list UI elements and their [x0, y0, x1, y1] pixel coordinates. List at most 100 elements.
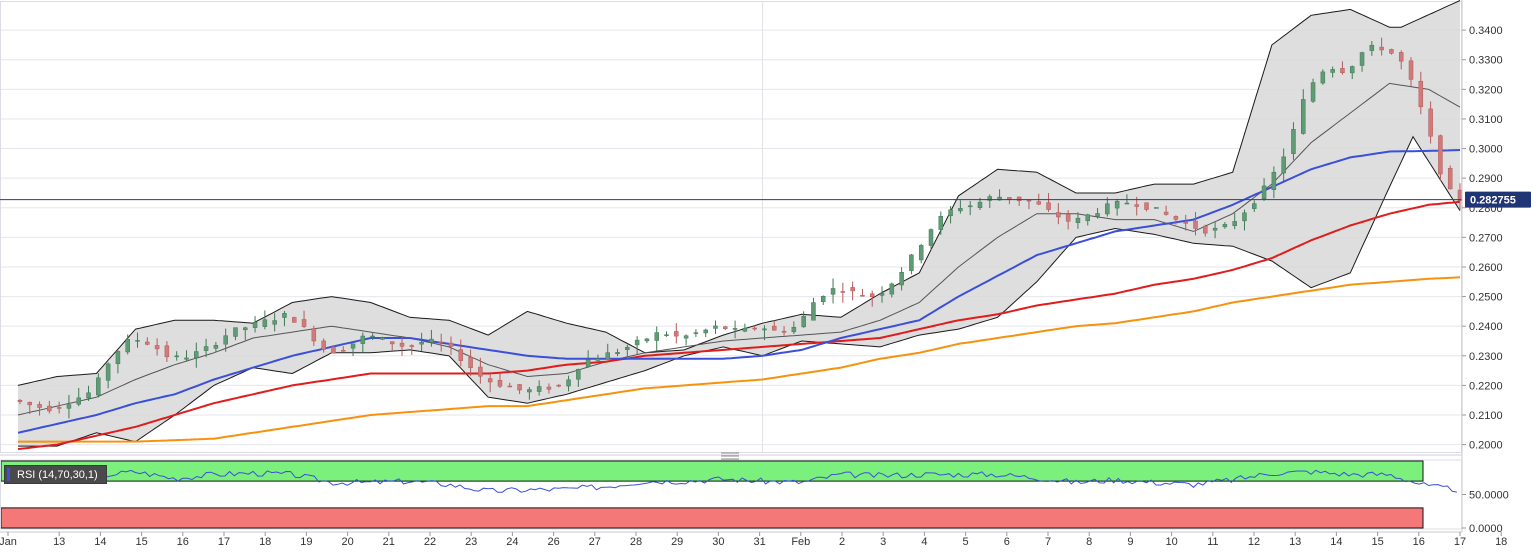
y-tick-label: 0.2300: [1469, 351, 1503, 363]
candle: [213, 341, 219, 353]
candle: [899, 267, 904, 291]
candle: [967, 201, 973, 216]
sma-50-line: [17, 149, 1461, 434]
candle: [879, 286, 885, 303]
current-price-tag: 0.282755: [1465, 191, 1531, 208]
candle: [262, 310, 268, 330]
candle: [429, 329, 434, 347]
candle: [595, 354, 601, 361]
candle: [1085, 213, 1090, 226]
candle: [17, 399, 23, 405]
candle: [987, 194, 993, 209]
candle: [1349, 65, 1355, 80]
x-tick-label: 15: [1371, 536, 1383, 548]
x-tick-label: 11: [1207, 536, 1218, 548]
candle: [1183, 214, 1188, 231]
candle: [1320, 69, 1326, 85]
candle: [693, 329, 699, 337]
x-tick-label: 14: [94, 536, 106, 548]
candle: [1193, 211, 1198, 236]
x-tick-label: 9: [1127, 536, 1133, 548]
candle: [634, 336, 640, 355]
candle: [1046, 192, 1051, 212]
candle: [517, 384, 522, 395]
candle: [1105, 197, 1110, 217]
candle: [145, 337, 150, 346]
y-tick-label: 0.2100: [1469, 410, 1503, 422]
y-tick-label: 0.3000: [1469, 144, 1503, 156]
x-tick-label: 10: [1165, 536, 1177, 548]
current-price-label: 0.282755: [1470, 195, 1516, 207]
pane-divider-handle[interactable]: [0, 452, 1462, 460]
x-tick-label: 17: [1454, 536, 1466, 548]
candle: [125, 334, 130, 355]
x-tick-label: 21: [383, 536, 395, 548]
y-tick-label: 0.2700: [1469, 232, 1503, 244]
x-tick-label: 13: [1289, 536, 1301, 548]
y-tick-label: 0.3300: [1469, 55, 1503, 67]
rsi-legend-label: RSI (14,70,30,1): [17, 469, 98, 481]
x-tick-label: 15: [135, 536, 147, 548]
candle: [644, 337, 650, 344]
x-tick-label: 2: [839, 536, 845, 548]
y-tick-label: 0.2000: [1469, 440, 1503, 452]
x-tick-label: 17: [218, 536, 230, 548]
x-tick-label: 20: [341, 536, 353, 548]
x-tick-label: 14: [1330, 536, 1342, 548]
candle: [801, 311, 806, 328]
axis-background: [1462, 0, 1536, 553]
candle: [194, 342, 199, 368]
candle: [1281, 148, 1286, 181]
x-tick-label: 19: [300, 536, 312, 548]
candle: [340, 346, 346, 352]
rsi-oversold-zone: [0, 507, 1424, 529]
candle: [448, 336, 454, 355]
candle: [1154, 207, 1159, 209]
candle: [1056, 203, 1061, 225]
candle: [66, 394, 72, 419]
x-tick-label: 24: [506, 536, 518, 548]
candle: [1075, 212, 1081, 229]
candle: [282, 310, 287, 327]
candle: [1418, 71, 1424, 115]
candle: [850, 281, 855, 301]
candle: [938, 211, 944, 235]
candle: [536, 380, 542, 396]
candle: [909, 253, 914, 275]
candle: [1261, 178, 1267, 201]
moving-averages: [17, 149, 1461, 450]
candle: [1310, 78, 1316, 103]
x-tick-label: 18: [1495, 536, 1507, 548]
y-tick-label: 0.2600: [1469, 262, 1503, 274]
candle: [1232, 213, 1237, 230]
candle: [350, 343, 356, 357]
candle: [1252, 200, 1257, 212]
x-tick-label: 5: [963, 536, 969, 548]
y-tick-label: 0.2500: [1469, 292, 1503, 304]
x-tick-label: 8: [1086, 536, 1092, 548]
candle: [830, 278, 836, 304]
candle: [47, 400, 52, 414]
candle: [772, 320, 777, 331]
rsi-legend: RSI (14,70,30,1): [4, 465, 107, 484]
y-tick-label: 0.3400: [1469, 25, 1503, 37]
y-tick-label: 0.3100: [1469, 114, 1503, 126]
candle: [27, 401, 33, 414]
candlesticks: [17, 37, 1463, 419]
candle: [674, 323, 679, 344]
rsi-line: [17, 469, 1457, 493]
candle: [243, 326, 248, 341]
bollinger-bands: [17, 0, 1461, 447]
candle: [948, 205, 953, 224]
x-tick-label: 7: [1045, 536, 1051, 548]
candle: [272, 313, 277, 332]
x-tick-label: 28: [630, 536, 642, 548]
candle: [762, 325, 767, 341]
candle: [370, 333, 375, 340]
x-tick-label: 4: [921, 536, 927, 548]
candle: [546, 383, 552, 394]
x-tick-label: 12: [1248, 536, 1260, 548]
x-tick-label: 27: [589, 536, 601, 548]
candle: [1173, 215, 1179, 225]
